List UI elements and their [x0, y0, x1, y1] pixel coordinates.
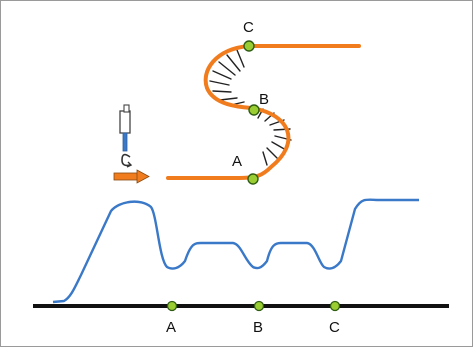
axis-marker-b	[253, 300, 265, 312]
rotation-icon	[121, 153, 133, 168]
axis-marker-c	[329, 300, 341, 312]
label-top-c: C	[243, 19, 254, 36]
axis-marker-a	[166, 300, 178, 312]
arrow-right-icon	[113, 169, 150, 184]
dna-strand	[166, 44, 361, 180]
marker-a	[247, 173, 259, 185]
axis-label-a: A	[166, 319, 176, 336]
axis-label-c: C	[329, 319, 340, 336]
label-top-a: A	[232, 153, 242, 170]
marker-c	[243, 40, 255, 52]
label-top-b: B	[259, 91, 269, 108]
signal-trace	[52, 198, 419, 304]
tip-icon	[119, 104, 131, 152]
marker-b	[248, 104, 260, 116]
axis-label-b: B	[253, 319, 263, 336]
